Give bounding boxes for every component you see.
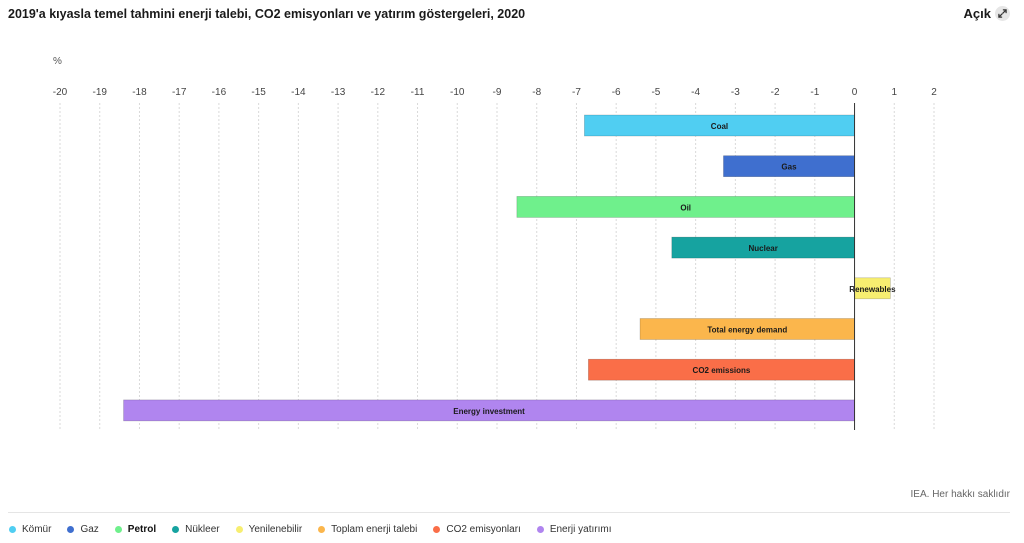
x-tick-label: -5 [651,87,660,98]
x-tick-label: -8 [532,87,541,98]
bar-label: Gas [781,163,797,172]
legend-dot-icon [235,526,243,533]
legend-item[interactable]: Petrol [114,524,157,535]
bar-label: Oil [680,203,691,212]
x-tick-label: -13 [331,87,346,98]
x-tick-label: -11 [411,87,425,98]
x-tick-label: 2 [931,87,937,98]
bar-label: Nuclear [748,244,777,253]
x-tick-label: -7 [572,87,581,98]
x-tick-label: 1 [891,87,897,98]
legend-dot-icon [536,526,544,533]
legend-label: Yenilenebilir [248,524,303,535]
legend-item[interactable]: Enerji yatırımı [536,524,612,535]
x-tick-label: -14 [291,87,306,98]
legend-item[interactable]: CO2 emisyonları [433,524,521,535]
expand-icon[interactable] [995,6,1010,21]
x-tick-label: -16 [212,87,227,98]
legend: Kömür Gaz Petrol Nükleer Yenilenebilir Toplam… [9,524,628,535]
source-note: IEA. Her hakkı saklıdır [910,489,1010,500]
x-tick-label: -9 [493,87,502,98]
legend-label: Enerji yatırımı [549,524,612,535]
bar-chart: -20 -19 -18 -17 -16 -15 -14 -13 -12 -11 -10 -9 -8 -7-… [53,87,937,430]
legend-label: Nükleer [185,524,220,535]
x-tick-label: -20 [53,87,68,98]
x-tick-label: -12 [371,87,386,98]
bar-label: Coal [711,122,728,131]
bar-label: CO2 emissions [693,366,751,375]
legend-dot-icon [318,526,326,533]
legend-label: Petrol [127,524,157,535]
x-tick-label: -3 [731,87,740,98]
legend-dot-icon [67,526,75,533]
x-tick-label: -1 [810,87,819,98]
legend-dot-icon [172,526,180,533]
legend-item[interactable]: Gaz [67,524,99,535]
legend-divider [8,512,1010,513]
legend-item[interactable]: Yenilenebilir [235,524,303,535]
legend-label: Gaz [80,524,99,535]
legend-dot-icon [9,526,16,533]
bar-label: Renewables [849,285,896,294]
open-label: Açık [963,6,991,21]
x-tick-label: -4 [691,87,700,98]
x-tick-label: -15 [251,87,266,98]
bar-label: Energy investment [453,407,525,416]
legend-item[interactable]: Nükleer [172,524,220,535]
x-tick-label: -19 [93,87,108,98]
x-tick-label: -18 [132,87,147,98]
legend-item[interactable]: Kömür [9,524,51,535]
x-tick-label: -10 [450,87,465,98]
legend-item[interactable]: Toplam enerji talebi [318,524,417,535]
y-axis-unit-label: % [53,56,62,67]
legend-label: Toplam enerji talebi [331,524,418,535]
legend-dot-icon [433,526,441,533]
x-tick-label: -17 [172,87,187,98]
legend-dot-icon [114,526,122,533]
x-tick-label: 0 [852,87,858,98]
x-tick-label: -6 [612,87,621,98]
bar-label: Total energy demand [707,326,787,335]
x-tick-label: -2 [771,87,780,98]
legend-label: Kömür [22,524,52,535]
chart-title: 2019'a kıyasla temel tahmini enerji tale… [8,7,526,21]
legend-label: CO2 emisyonları [446,524,521,535]
open-button[interactable]: Açık [964,6,1010,21]
